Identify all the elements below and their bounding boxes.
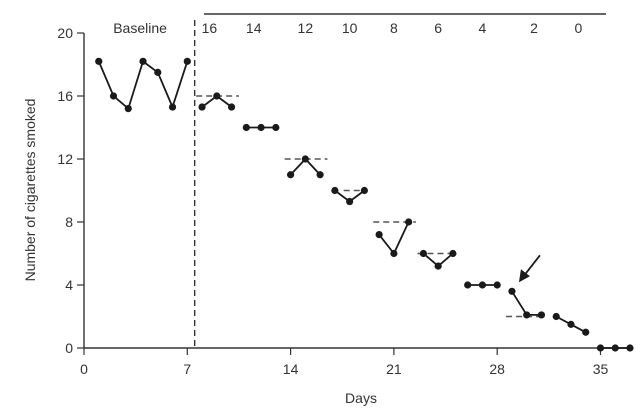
y-tick-label-20: 20 [57, 25, 73, 41]
data-point-10-0 [596, 344, 605, 352]
data-point-8-0 [508, 287, 516, 295]
data-point-7-2 [493, 281, 501, 289]
x-tick-label-21: 21 [386, 361, 402, 377]
x-tick-label-14: 14 [283, 361, 299, 377]
data-point-0-6 [183, 57, 191, 65]
data-point-9-1 [567, 320, 575, 328]
data-point-2-1 [257, 123, 265, 132]
series-line-0 [97, 59, 189, 111]
series-line-5 [378, 221, 410, 256]
data-point-9-0 [552, 312, 560, 321]
top-axis: 16 14 12 10 8 6 4 2 0 Baseline [113, 13, 606, 36]
y-tick-label-4: 4 [65, 277, 73, 293]
data-point-9-2 [582, 328, 590, 336]
data-series [95, 57, 634, 352]
x-axis: 0 7 14 21 28 35 [80, 347, 630, 377]
data-point-6-2 [449, 249, 457, 258]
y-axis: 0 4 8 12 16 20 [57, 25, 85, 356]
y-axis-title: Number of cigarettes smoked [22, 99, 38, 282]
data-point-1-2 [227, 103, 236, 111]
data-point-5-0 [375, 231, 383, 239]
data-point-5-1 [390, 249, 398, 258]
data-point-0-1 [109, 92, 118, 100]
top-axis-label-4: 8 [390, 20, 398, 36]
top-axis-label-0: 16 [202, 20, 218, 36]
data-point-8-2 [537, 311, 546, 319]
data-point-3-2 [316, 171, 324, 179]
x-tick-label-0: 0 [80, 361, 88, 377]
data-point-4-0 [331, 186, 339, 195]
data-point-4-2 [360, 186, 368, 195]
top-axis-label-3: 10 [342, 20, 358, 36]
y-tick-label-16: 16 [57, 88, 73, 104]
data-point-7-0 [464, 281, 472, 289]
annotations [518, 254, 541, 283]
data-point-0-3 [139, 57, 147, 65]
data-point-0-0 [95, 57, 103, 65]
data-point-6-0 [419, 249, 428, 258]
data-point-7-1 [478, 281, 487, 289]
data-point-2-2 [272, 123, 280, 132]
top-axis-label-5: 6 [434, 20, 442, 36]
data-point-3-0 [286, 171, 295, 179]
x-tick-label-7: 7 [183, 361, 191, 377]
data-point-4-1 [346, 197, 354, 206]
data-point-0-5 [168, 103, 177, 111]
top-axis-label-7: 2 [530, 20, 538, 36]
baseline-label: Baseline [113, 20, 167, 36]
y-tick-label-0: 0 [65, 340, 73, 356]
data-point-2-0 [242, 123, 250, 132]
y-tick-label-12: 12 [57, 151, 73, 167]
data-point-3-1 [301, 155, 309, 163]
x-tick-label-28: 28 [489, 361, 505, 377]
x-tick-label-35: 35 [593, 361, 609, 377]
data-point-1-1 [213, 92, 221, 100]
top-axis-label-2: 12 [298, 20, 314, 36]
data-point-10-2 [626, 344, 634, 352]
data-point-8-1 [523, 311, 531, 319]
y-tick-label-8: 8 [65, 214, 73, 230]
top-axis-label-6: 4 [479, 20, 487, 36]
data-point-5-2 [405, 218, 413, 226]
data-point-10-1 [611, 344, 619, 352]
data-point-6-1 [434, 262, 442, 270]
x-axis-title: Days [345, 390, 377, 406]
data-point-0-2 [124, 105, 132, 113]
arrow-head [518, 269, 530, 283]
top-axis-label-8: 0 [574, 20, 582, 36]
data-point-0-4 [154, 68, 162, 76]
top-axis-label-1: 14 [246, 20, 262, 36]
data-point-1-0 [198, 103, 206, 111]
